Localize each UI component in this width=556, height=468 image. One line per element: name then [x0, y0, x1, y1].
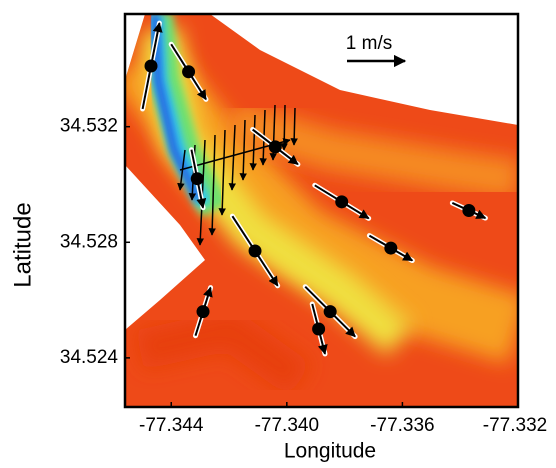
y-tick-label: 34.524	[60, 347, 119, 368]
x-axis-label: Longitude	[284, 440, 376, 463]
plot-frame	[123, 12, 520, 409]
station	[196, 305, 210, 319]
y-tick-label: 34.528	[60, 231, 118, 252]
x-tick-label: -77.340	[255, 415, 319, 436]
x-tick-label: -77.344	[139, 415, 204, 436]
station	[384, 241, 398, 255]
station	[182, 65, 196, 79]
station	[312, 322, 326, 336]
data-layer	[140, 20, 488, 357]
station	[248, 244, 262, 258]
scale-label: 1 m/s	[346, 33, 392, 54]
station	[268, 140, 282, 154]
station	[462, 204, 476, 217]
station	[335, 195, 349, 209]
x-tick-label: -77.332	[483, 415, 547, 436]
station	[323, 305, 337, 319]
station	[190, 172, 204, 186]
y-axis-label: Latitude	[9, 202, 36, 287]
station	[144, 59, 158, 73]
y-tick-label: 34.532	[60, 116, 118, 137]
x-tick-label: -77.336	[370, 415, 434, 436]
